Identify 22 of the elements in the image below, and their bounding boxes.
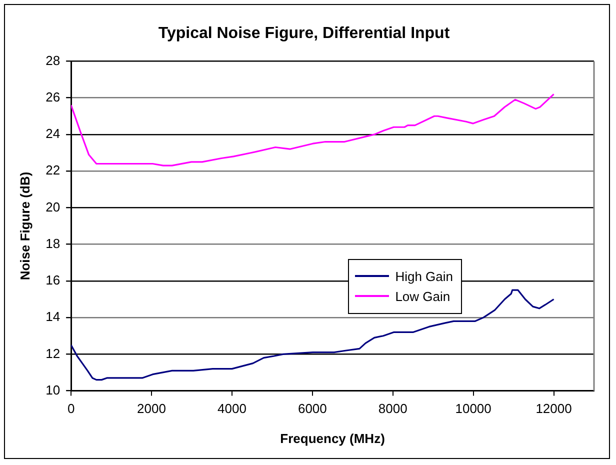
y-tick-label: 16 (46, 272, 60, 288)
y-tick-label: 28 (46, 52, 60, 68)
y-tick-label: 14 (46, 309, 60, 324)
x-tick-label: 8000 (378, 401, 408, 416)
x-tick-label: 6000 (298, 401, 327, 416)
legend-label: Low Gain (395, 288, 450, 304)
x-tick-label: 12000 (536, 401, 572, 416)
y-tick-label: 18 (46, 236, 60, 251)
y-tick-label: 20 (46, 199, 60, 214)
legend-label: High Gain (395, 268, 454, 284)
y-tick-label: 22 (46, 162, 60, 178)
y-axis-title: Noise Figure (dB) (17, 172, 32, 280)
y-tick-label: 10 (46, 382, 60, 398)
chart-title: Typical Noise Figure, Differential Input (158, 25, 450, 42)
y-tick-label: 26 (46, 89, 60, 104)
x-tick-label: 10000 (455, 401, 492, 416)
x-axis-title: Frequency (MHz) (280, 430, 385, 446)
x-tick-label: 2000 (137, 401, 166, 416)
y-tick-label: 24 (46, 126, 60, 142)
y-tick-label: 12 (46, 346, 60, 361)
x-tick-label: 4000 (218, 401, 246, 416)
x-tick-label: 0 (67, 401, 75, 416)
